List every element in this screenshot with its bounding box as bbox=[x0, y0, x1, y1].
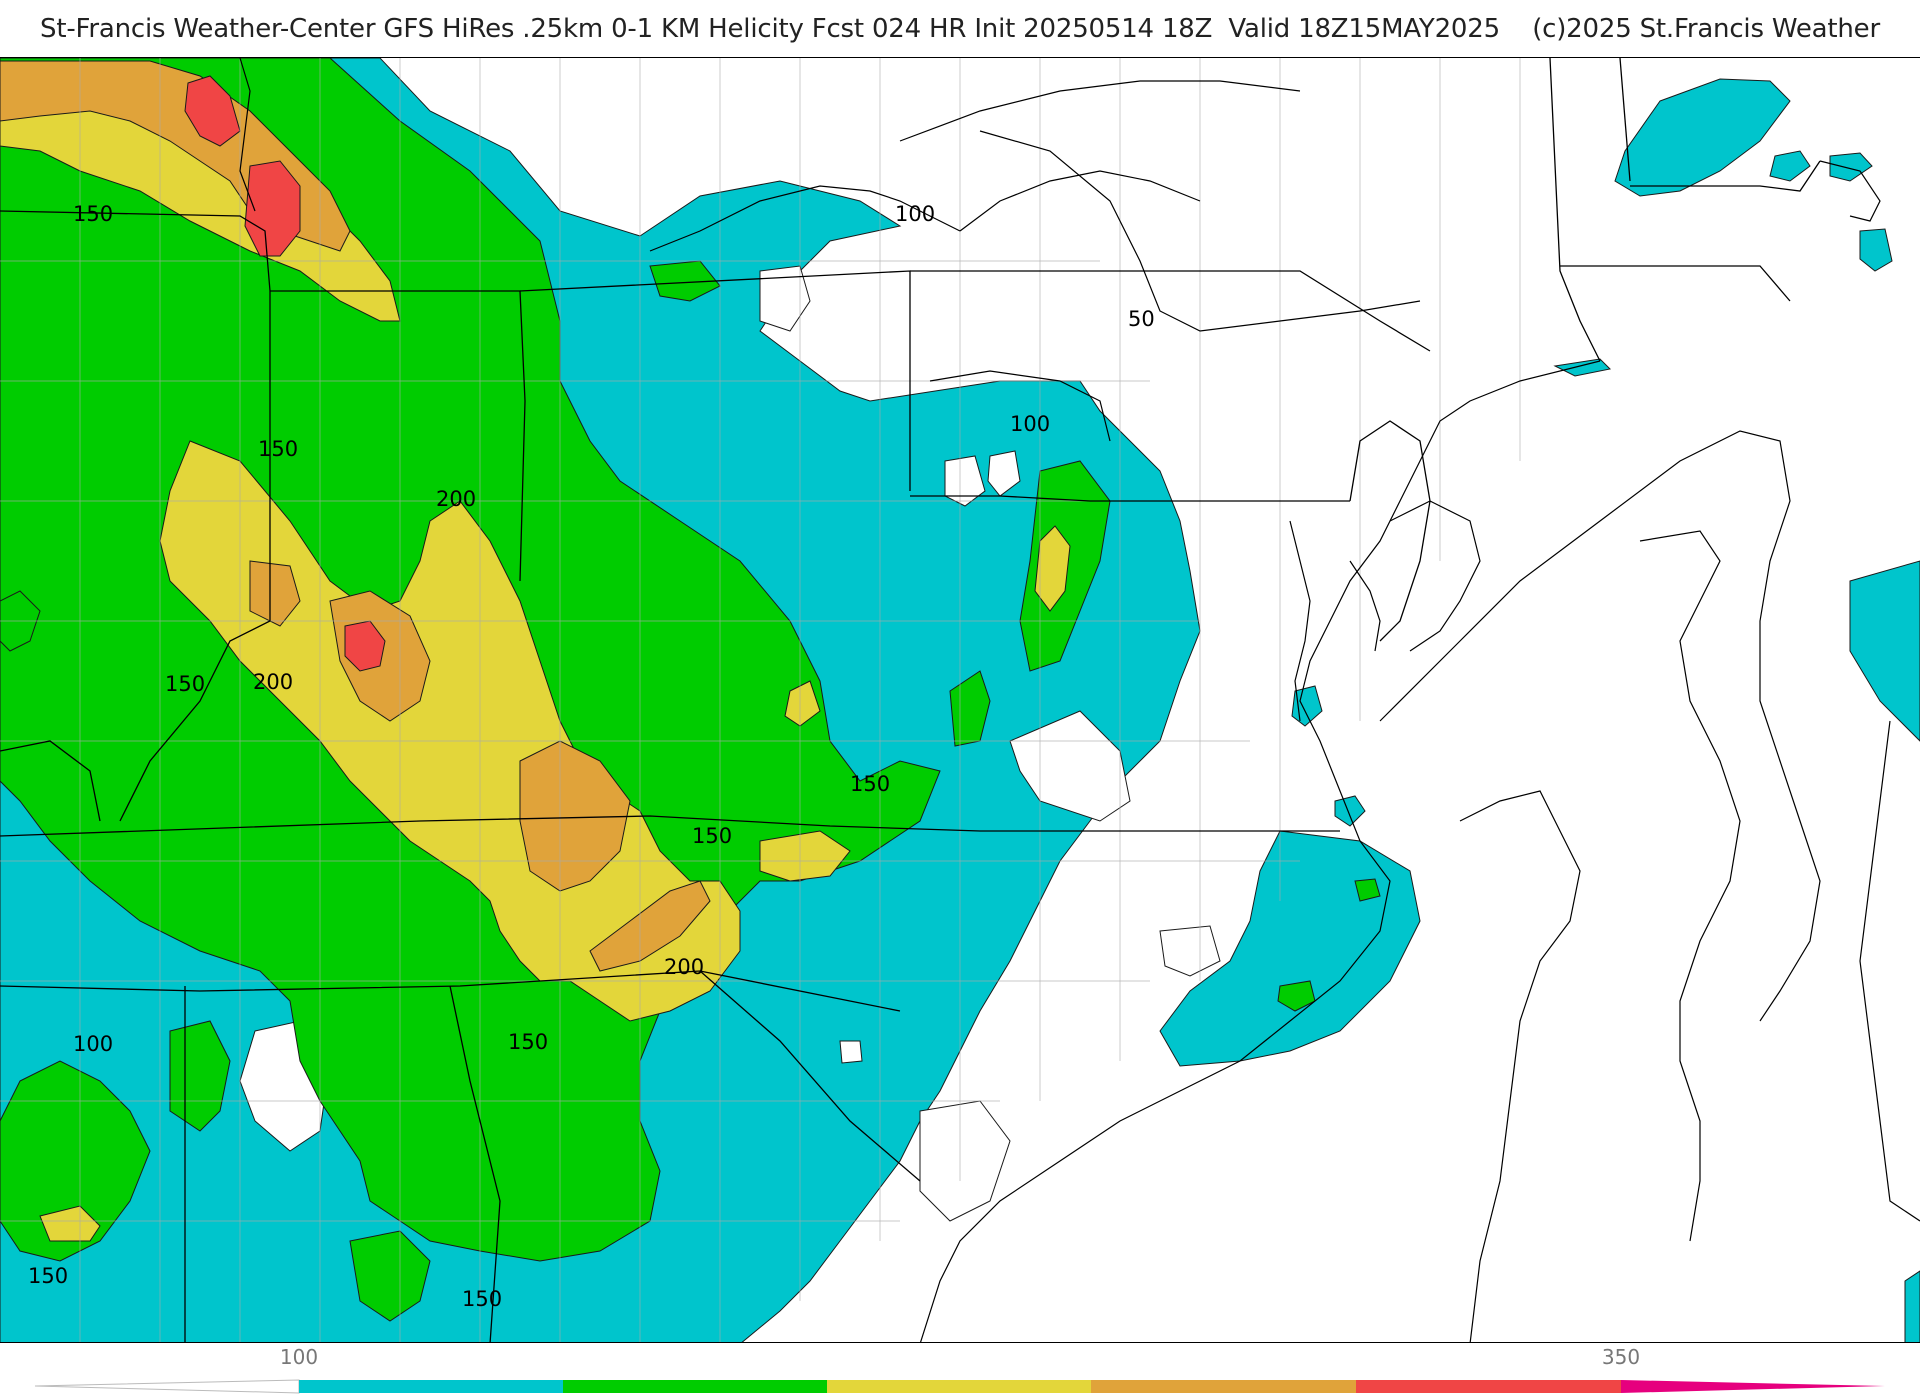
lake-michigan-shore bbox=[239, 58, 256, 212]
chesapeake-bay bbox=[1289, 520, 1311, 722]
lake-erie-shore bbox=[649, 185, 961, 252]
contour-ne-50 bbox=[979, 130, 1421, 332]
cyan-long-island bbox=[1553, 358, 1612, 377]
red-north-1 bbox=[184, 75, 241, 147]
border-nh-ma bbox=[1630, 160, 1821, 192]
contour-label: 150 bbox=[28, 1264, 68, 1288]
contour-label: 150 bbox=[73, 202, 113, 226]
yellow-pennsylvania bbox=[1034, 525, 1071, 612]
colorbar: 100 350 bbox=[0, 1343, 1920, 1400]
lake-ontario-shore bbox=[959, 170, 1201, 232]
yellow-virginia bbox=[759, 830, 851, 882]
county-grid-v1 bbox=[79, 58, 1521, 1342]
border-nj bbox=[1349, 420, 1431, 642]
east-coast bbox=[920, 360, 1601, 1342]
cyan-ne-blob-3 bbox=[1859, 228, 1893, 272]
contour-label: 150 bbox=[258, 437, 298, 461]
colorbar-bin-above bbox=[1621, 1380, 1885, 1393]
border-ma-ct bbox=[1560, 265, 1791, 302]
contour-offshore-4 bbox=[1859, 720, 1920, 1222]
contour-label: 100 bbox=[895, 202, 935, 226]
hole-sc-coast bbox=[839, 1040, 863, 1064]
yellow-sw bbox=[39, 1205, 101, 1242]
map-title: St-Francis Weather-Center GFS HiRes .25k… bbox=[40, 14, 1880, 44]
cyan-new-england bbox=[1614, 78, 1791, 197]
contour-label: 200 bbox=[436, 487, 476, 511]
contour-label: 150 bbox=[165, 672, 205, 696]
contour-label: 150 bbox=[850, 772, 890, 796]
border-ny-vt bbox=[1549, 58, 1601, 362]
contour-label: 150 bbox=[692, 824, 732, 848]
green-nc-coast bbox=[1277, 980, 1316, 1012]
border-west-1 bbox=[0, 740, 101, 822]
border-ny-pa bbox=[910, 270, 1431, 352]
cyan-outer-banks-blob bbox=[1334, 795, 1366, 827]
contour-offshore-2 bbox=[1639, 530, 1741, 1242]
border-ga-sc bbox=[699, 970, 921, 1182]
orange-southeast bbox=[589, 880, 711, 972]
contour-label-layer: 150 100 50 100 150 200 150 200 150 150 2… bbox=[28, 202, 1155, 1311]
colorbar-bin-below bbox=[34, 1379, 300, 1394]
orange-center-2 bbox=[519, 740, 631, 892]
colorbar-bin-100-150 bbox=[299, 1380, 563, 1393]
contour-label: 100 bbox=[73, 1032, 113, 1056]
colorbar-bin-250-300 bbox=[1091, 1380, 1356, 1393]
contour-label: 150 bbox=[462, 1287, 502, 1311]
yellow-tn bbox=[784, 680, 821, 727]
contour-offshore-3 bbox=[1459, 790, 1581, 1342]
border-vt-nh bbox=[1619, 58, 1631, 182]
hole-west-virginia-2 bbox=[987, 450, 1021, 497]
contour-label: 150 bbox=[508, 1030, 548, 1054]
coastlines bbox=[239, 58, 1881, 1342]
contour-label: 100 bbox=[1010, 412, 1050, 436]
contour-label: 200 bbox=[664, 955, 704, 979]
red-north-2 bbox=[244, 160, 301, 257]
hole-west-virginia-1 bbox=[944, 455, 986, 507]
county-grid-h1 bbox=[0, 260, 1300, 1222]
hole-virginia-2 bbox=[1159, 925, 1221, 977]
green-ohio-blob bbox=[649, 260, 721, 302]
helicity-band-300-350 bbox=[184, 75, 386, 672]
border-tn-ga bbox=[0, 970, 901, 1012]
cyan-ne-blob-1 bbox=[1769, 150, 1811, 182]
contour-offshore-1 bbox=[1379, 430, 1821, 1022]
cape-cod bbox=[1819, 160, 1881, 222]
contour-label: 200 bbox=[253, 670, 293, 694]
delaware-bay bbox=[1349, 560, 1381, 652]
colorbar-label-high: 350 bbox=[1601, 1345, 1641, 1369]
cyan-southeast-edge bbox=[1904, 1270, 1920, 1342]
border-pa-md bbox=[910, 495, 1350, 502]
border-ky-tn bbox=[0, 815, 1340, 837]
colorbar-bin-150-200 bbox=[563, 1380, 827, 1393]
state-boundaries bbox=[0, 58, 1821, 1342]
orange-west bbox=[249, 560, 301, 627]
colorbar-bin-200-250 bbox=[827, 1380, 1091, 1393]
helicity-map: 150 100 50 100 150 200 150 200 150 150 2… bbox=[0, 57, 1920, 1343]
border-wi-il bbox=[0, 210, 271, 292]
border-al-ga bbox=[449, 985, 501, 1342]
contour-nj-offshore bbox=[1389, 500, 1481, 652]
offshore-contours bbox=[899, 80, 1920, 1342]
cyan-offshore-east bbox=[1849, 560, 1920, 742]
green-nc-outer bbox=[1354, 878, 1381, 902]
contour-label: 50 bbox=[1128, 307, 1155, 331]
contour-ne-100 bbox=[899, 80, 1301, 142]
border-il-ky bbox=[119, 291, 271, 822]
border-il-in bbox=[270, 290, 526, 582]
colorbar-bin-300-350 bbox=[1356, 1380, 1621, 1393]
county-lines bbox=[0, 58, 1521, 1342]
contour-pa-100 bbox=[929, 370, 1111, 442]
colorbar-label-low: 100 bbox=[279, 1345, 319, 1369]
